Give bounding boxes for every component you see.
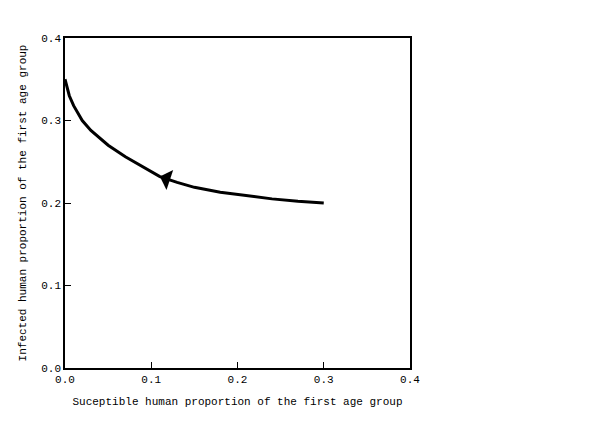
svg-text:0.2: 0.2 [41, 198, 61, 210]
svg-text:0.2: 0.2 [228, 374, 248, 386]
svg-text:Infected human proportion of t: Infected human proportion of the first a… [17, 45, 29, 362]
svg-text:0.1: 0.1 [41, 280, 61, 292]
svg-text:Suceptible human proportion of: Suceptible human proportion of the first… [72, 396, 402, 408]
svg-text:0.0: 0.0 [55, 374, 75, 386]
svg-text:0.3: 0.3 [41, 115, 61, 127]
svg-text:0.0: 0.0 [41, 363, 61, 375]
svg-text:0.1: 0.1 [141, 374, 161, 386]
svg-text:0.3: 0.3 [314, 374, 334, 386]
svg-text:0.4: 0.4 [41, 33, 61, 45]
svg-text:0.4: 0.4 [400, 374, 420, 386]
